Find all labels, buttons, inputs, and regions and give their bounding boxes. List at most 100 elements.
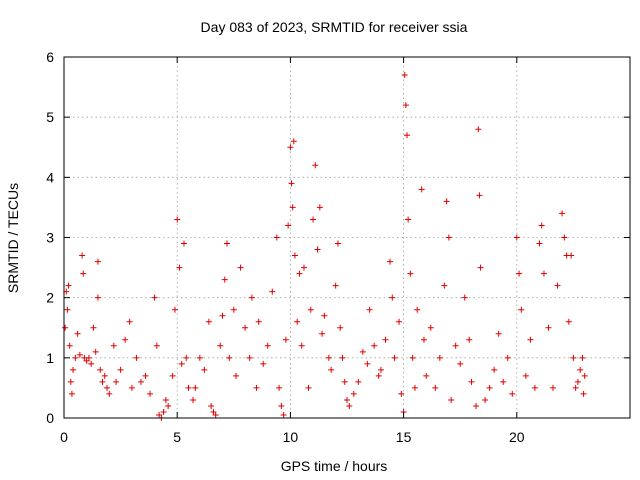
data-point (314, 246, 321, 253)
data-point (248, 294, 255, 301)
data-point (476, 192, 483, 199)
data-point (486, 384, 493, 391)
data-point (504, 354, 511, 361)
data-point (176, 264, 183, 271)
data-point (289, 204, 296, 211)
data-point (97, 366, 104, 373)
data-point (461, 294, 468, 301)
data-point (72, 354, 79, 361)
data-point (205, 318, 212, 325)
data-point (290, 138, 297, 145)
data-point (344, 396, 350, 403)
data-point (165, 402, 172, 409)
data-point (280, 411, 287, 418)
data-point (264, 342, 271, 349)
data-point (296, 270, 303, 277)
data-point (432, 384, 439, 391)
data-point (153, 342, 160, 349)
data-point (106, 390, 113, 397)
y-tick-label: 2 (46, 290, 54, 306)
data-point (334, 240, 341, 247)
data-point (76, 351, 83, 358)
data-point (74, 330, 81, 337)
data-point (328, 366, 335, 373)
x-tick-label: 10 (283, 429, 299, 445)
y-tick-label: 5 (46, 109, 54, 125)
data-point (90, 324, 97, 331)
y-tick-label: 4 (46, 169, 54, 185)
data-point (407, 270, 414, 277)
data-point (180, 240, 187, 247)
data-point (540, 270, 547, 277)
data-point (133, 354, 140, 361)
data-point (62, 324, 69, 331)
data-point (156, 411, 163, 418)
data-point (366, 306, 373, 313)
data-point (104, 384, 111, 391)
y-axis-label: SRMTID / TECUs (5, 183, 21, 293)
data-point (137, 378, 144, 385)
data-point (457, 360, 464, 367)
data-point (99, 378, 106, 385)
data-point (185, 384, 192, 391)
data-point (300, 264, 307, 271)
data-point (65, 282, 72, 289)
chart-title: Day 083 of 2023, SRMTID for receiver ssi… (201, 19, 468, 35)
data-point (396, 318, 403, 325)
data-point (411, 384, 418, 391)
data-point (495, 330, 502, 337)
data-point (550, 384, 557, 391)
data-point (94, 294, 101, 301)
data-point (94, 258, 101, 265)
data-point (160, 408, 167, 415)
data-point (242, 324, 249, 331)
data-point (565, 318, 572, 325)
y-tick-label: 3 (46, 230, 54, 246)
data-point (473, 402, 480, 409)
data-point (466, 336, 473, 343)
data-point (448, 396, 455, 403)
data-point (441, 282, 448, 289)
data-point (359, 348, 366, 355)
data-point (85, 354, 92, 361)
data-point (403, 132, 410, 139)
data-point (500, 378, 507, 385)
data-point (581, 372, 588, 379)
data-point (527, 336, 534, 343)
data-point (568, 252, 575, 259)
data-point (325, 354, 332, 361)
data-point (128, 384, 135, 391)
data-point (387, 258, 394, 265)
data-point (217, 342, 224, 349)
axis-ticks: 0 5 10 15 20 0 1 2 3 4 5 6 (46, 49, 630, 445)
data-point (316, 204, 323, 211)
data-point (310, 216, 317, 223)
data-point (332, 282, 339, 289)
data-point (445, 234, 452, 241)
data-point (516, 270, 523, 277)
data-point (339, 354, 346, 361)
data-point (126, 318, 133, 325)
data-point (269, 288, 276, 295)
x-tick-label: 0 (60, 429, 68, 445)
data-point (545, 324, 552, 331)
data-point (423, 372, 430, 379)
data-point (321, 312, 328, 319)
data-points (62, 72, 588, 421)
data-point (224, 240, 231, 247)
data-point (518, 306, 525, 313)
data-point (169, 372, 176, 379)
data-point (509, 390, 516, 397)
data-point (536, 240, 543, 247)
data-point (580, 390, 587, 397)
y-tick-label: 1 (46, 350, 54, 366)
data-point (210, 408, 217, 415)
data-point (319, 330, 326, 337)
data-point (538, 222, 545, 229)
data-point (276, 384, 283, 391)
y-tick-label: 0 (46, 410, 54, 426)
data-point (233, 372, 240, 379)
x-tick-label: 20 (509, 429, 525, 445)
data-point (162, 396, 169, 403)
y-tick-label: 6 (46, 49, 54, 65)
